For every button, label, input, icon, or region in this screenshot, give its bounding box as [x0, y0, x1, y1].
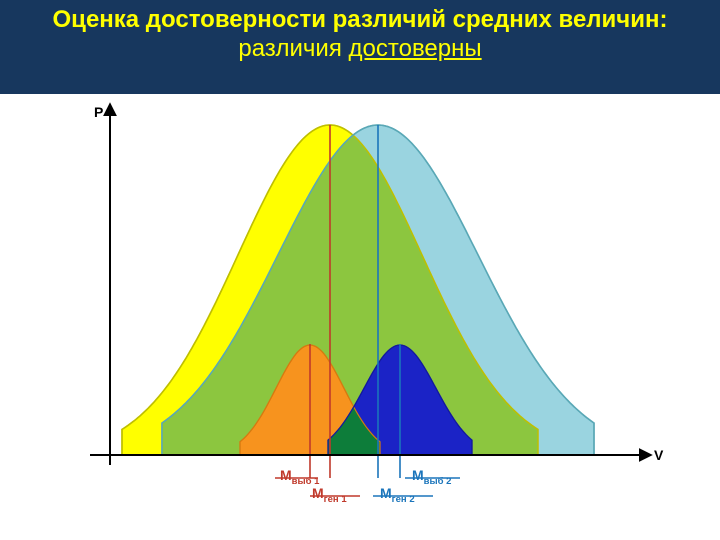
chart-area: PV Мвыб 1 Мген 1 Мвыб 2 Мген 2 [50, 100, 670, 500]
x-axis-label: V [654, 447, 664, 463]
title-band: Оценка достоверности различий средних ве… [0, 0, 720, 94]
title-line2-underlined: достоверны [349, 35, 482, 62]
y-axis-label: P [94, 104, 103, 120]
distribution-chart: PV [50, 100, 670, 500]
label-m-gen-2: Мген 2 [380, 485, 415, 505]
title-line1: Оценка достоверности различий средних ве… [10, 6, 710, 35]
label-m-vyb-1: Мвыб 1 [280, 467, 319, 487]
label-m-gen-1: Мген 1 [312, 485, 347, 505]
label-m-vyb-2: Мвыб 2 [412, 467, 451, 487]
title-line2-prefix: различия [238, 35, 348, 62]
title-line2: различия достоверны [10, 35, 710, 64]
